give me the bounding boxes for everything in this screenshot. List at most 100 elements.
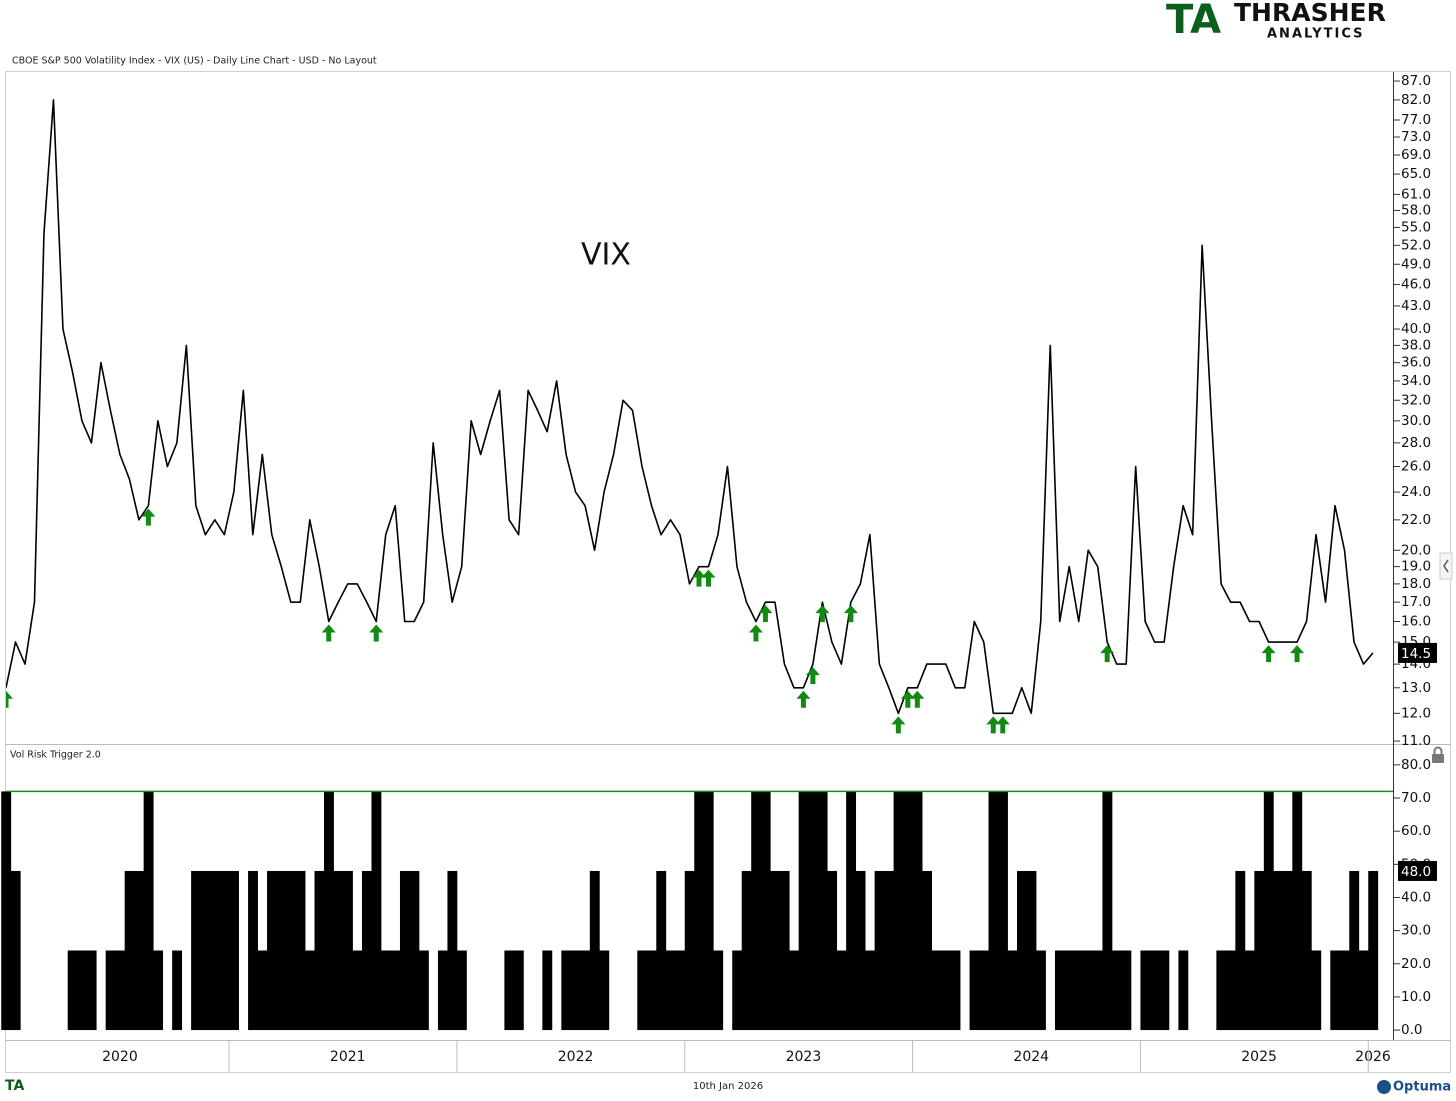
bar — [1225, 950, 1236, 1031]
bar — [646, 950, 657, 1031]
y-tick-label: 28.0 — [1401, 435, 1431, 451]
bar — [827, 870, 838, 1031]
brand: Optuma — [1393, 1080, 1451, 1095]
bar — [1349, 870, 1360, 1031]
bar — [998, 791, 1008, 1031]
logo-mark: TA — [1166, 0, 1221, 43]
bar — [276, 870, 287, 1031]
brand-icon — [1377, 1080, 1391, 1094]
signal-arrow — [900, 690, 915, 708]
bar — [779, 870, 790, 1031]
bar — [1, 791, 12, 1031]
bar — [1301, 870, 1312, 1031]
signal-arrow — [701, 569, 716, 587]
y-tick-label: 82.0 — [1401, 92, 1431, 108]
y-tick-label: 26.0 — [1401, 459, 1431, 475]
bar — [903, 791, 913, 1031]
bar — [1102, 791, 1113, 1031]
bar — [172, 950, 183, 1031]
bar — [1140, 950, 1151, 1031]
bar — [713, 950, 724, 1031]
bar — [333, 870, 344, 1031]
y-tick-label: 73.0 — [1401, 129, 1431, 145]
y-tick-label: 0.0 — [1401, 1022, 1422, 1038]
bar — [399, 870, 410, 1031]
bar — [874, 870, 885, 1031]
bar — [941, 950, 951, 1031]
bar — [143, 791, 154, 1031]
signal-arrow — [891, 716, 906, 734]
bar — [86, 950, 97, 1031]
bar — [295, 870, 306, 1031]
bar — [741, 870, 752, 1031]
bar — [1282, 870, 1293, 1031]
bar — [1007, 950, 1018, 1031]
bar — [950, 950, 961, 1031]
bar — [191, 870, 202, 1031]
y-tick-label: 77.0 — [1401, 112, 1431, 128]
signal-arrow — [321, 624, 336, 642]
bar — [390, 950, 401, 1031]
bar — [808, 791, 819, 1031]
bar — [561, 950, 572, 1031]
bar — [1273, 870, 1284, 1031]
signal-arrow — [815, 605, 830, 623]
y-tick-label: 80.0 — [1401, 757, 1431, 773]
bar — [1311, 950, 1322, 1031]
signal-arrow — [369, 624, 384, 642]
bar — [1073, 950, 1084, 1031]
bar — [703, 791, 714, 1031]
y-tick-label: 40.0 — [1401, 321, 1431, 337]
chart-caption: CBOE S&P 500 Volatility Index - VIX (US)… — [12, 56, 377, 67]
bar — [912, 791, 923, 1031]
bar — [637, 950, 648, 1031]
bar — [1121, 950, 1132, 1031]
y-tick-label: 12.0 — [1401, 705, 1431, 721]
bar — [846, 791, 857, 1031]
y-tick-label: 55.0 — [1401, 219, 1431, 235]
bar — [124, 870, 135, 1031]
y-tick-label: 40.0 — [1401, 889, 1431, 905]
signal-arrow — [910, 690, 925, 708]
annotation: VIX — [581, 238, 631, 273]
signal-arrow — [805, 667, 820, 685]
signal-arrow — [6, 690, 13, 708]
last-value-box — [1398, 860, 1437, 881]
y-tick-label: 36.0 — [1401, 355, 1431, 371]
x-tick-label: 2021 — [330, 1049, 366, 1065]
lock-shackle — [1433, 746, 1443, 754]
y-tick-label: 34.0 — [1401, 373, 1431, 389]
bar — [570, 950, 581, 1031]
bar — [1292, 791, 1303, 1031]
y-tick-label: 20.0 — [1401, 542, 1431, 558]
bar — [115, 950, 126, 1031]
bar — [513, 950, 524, 1031]
bar — [855, 870, 866, 1031]
y-tick-label: 30.0 — [1401, 923, 1431, 939]
bar — [257, 950, 268, 1031]
signal-arrow — [1261, 645, 1276, 663]
bar — [1216, 950, 1227, 1031]
bar — [1368, 870, 1379, 1031]
bar — [305, 950, 315, 1031]
trigger-panel — [1, 790, 1393, 1031]
bar — [798, 791, 809, 1031]
bar — [456, 950, 467, 1031]
bar — [200, 870, 211, 1031]
scroll-handle[interactable] — [1439, 552, 1453, 580]
bar — [1358, 950, 1369, 1031]
bar — [1017, 870, 1027, 1031]
bar — [988, 791, 999, 1031]
bar — [931, 950, 942, 1031]
bar — [67, 950, 78, 1031]
bar — [760, 791, 771, 1031]
y-tick-label: 19.0 — [1401, 559, 1431, 575]
bar — [1149, 950, 1160, 1031]
price-panel — [6, 99, 1374, 734]
bar — [893, 791, 904, 1031]
x-tick-label: 2023 — [786, 1049, 822, 1065]
lock-icon[interactable] — [1432, 754, 1444, 763]
bar — [1263, 791, 1274, 1031]
bar — [589, 870, 600, 1031]
